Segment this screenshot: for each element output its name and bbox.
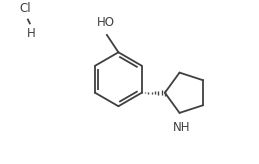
Text: HO: HO (97, 16, 115, 29)
Text: H: H (26, 27, 35, 40)
Text: NH: NH (173, 121, 190, 134)
Text: Cl: Cl (19, 2, 31, 15)
